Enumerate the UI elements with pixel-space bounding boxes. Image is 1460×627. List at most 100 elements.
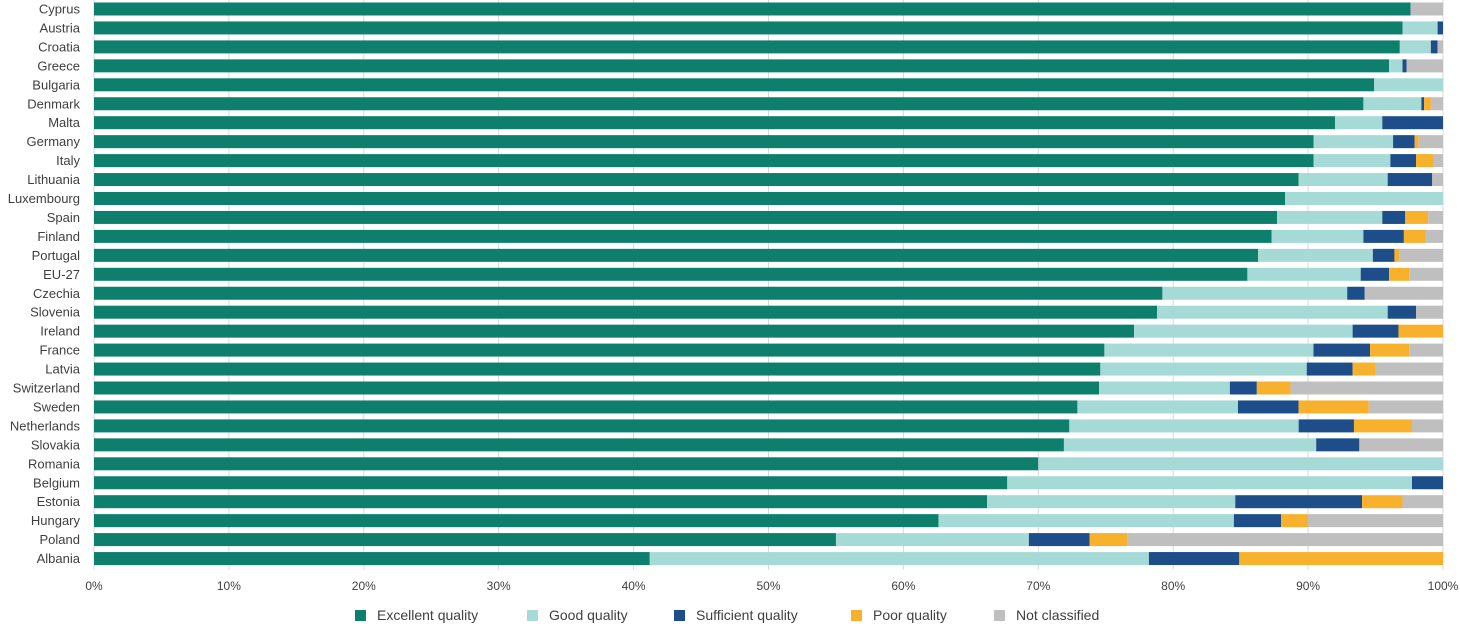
category-label: Switzerland <box>13 381 80 396</box>
bar-segment <box>1308 514 1443 528</box>
bar-segment <box>1430 97 1443 111</box>
bar-segment <box>1416 305 1443 319</box>
bar-segment <box>1235 495 1363 509</box>
bar-segment <box>1363 97 1422 111</box>
bar-segment <box>1063 438 1317 452</box>
bar-segment <box>1433 154 1443 168</box>
bar-segment <box>94 457 1039 471</box>
legend-label: Not classified <box>1016 607 1099 623</box>
bar-segment <box>1402 59 1407 73</box>
bar-segment <box>1277 210 1383 224</box>
grid-layer <box>93 0 1444 570</box>
bar-segment <box>1410 2 1443 16</box>
bar-segment <box>1405 210 1429 224</box>
bar-segment <box>1432 173 1443 187</box>
legend: Excellent quality Good quality Sufficient … <box>355 607 1099 623</box>
bar-segment <box>94 116 1336 130</box>
bar-segment <box>1233 514 1282 528</box>
legend-label: Good quality <box>549 607 628 623</box>
bar-segment <box>1424 97 1431 111</box>
bar-segment <box>1411 419 1443 433</box>
category-label: Slovenia <box>30 305 81 320</box>
category-label: Poland <box>40 532 80 547</box>
legend-label: Excellent quality <box>377 607 478 623</box>
bar-segment <box>94 381 1100 395</box>
bar-segment <box>1363 229 1404 243</box>
bar-segment <box>1389 59 1403 73</box>
legend-label: Sufficient quality <box>696 607 798 623</box>
bar-segment <box>835 533 1029 547</box>
bar-segment <box>1409 343 1443 357</box>
bar-segment <box>94 210 1278 224</box>
bar-segment <box>1406 59 1443 73</box>
category-label: Austria <box>40 20 81 35</box>
bar-segment <box>94 305 1158 319</box>
bar-segment <box>1298 173 1388 187</box>
bar-segment <box>94 400 1078 414</box>
bar-segment <box>1370 343 1410 357</box>
category-label: Lithuania <box>27 172 81 187</box>
bar-segment <box>1256 381 1291 395</box>
bar-segment <box>1374 78 1443 92</box>
legend-swatch <box>994 610 1005 621</box>
bar-segment <box>1038 457 1443 471</box>
bar-segment <box>1409 267 1443 281</box>
bar-segment <box>1398 324 1443 338</box>
bar-segment <box>1414 135 1419 149</box>
bar-segment <box>1281 514 1309 528</box>
bar-segment <box>987 495 1236 509</box>
category-label: Bulgaria <box>32 77 80 92</box>
legend-label: Poor quality <box>873 607 947 623</box>
category-label: Romania <box>28 456 81 471</box>
bar-segment <box>1364 286 1443 300</box>
category-label: Estonia <box>37 494 81 509</box>
bar-segment <box>94 173 1299 187</box>
bar-segment <box>1306 362 1353 376</box>
bar-segment <box>1359 438 1443 452</box>
bar-segment <box>94 59 1390 73</box>
bar-segment <box>1399 40 1431 54</box>
bar-segment <box>1411 476 1443 490</box>
bar-segment <box>1403 229 1426 243</box>
bar-segment <box>1007 476 1412 490</box>
bar-segment <box>1430 40 1438 54</box>
bar-segment <box>94 533 836 547</box>
bar-segment <box>1394 248 1400 262</box>
category-label: Ireland <box>40 324 80 339</box>
bar-segment <box>94 514 939 528</box>
bar-segment <box>1229 381 1257 395</box>
bar-segment <box>1290 381 1443 395</box>
bar-segment <box>1237 400 1299 414</box>
legend-swatch <box>674 610 685 621</box>
bar-segment <box>1382 210 1406 224</box>
bar-segment <box>94 97 1364 111</box>
category-label: Finland <box>37 229 80 244</box>
bar-segment <box>1028 533 1090 547</box>
category-label: Croatia <box>38 39 81 54</box>
category-label: Germany <box>27 134 81 149</box>
category-label: Latvia <box>45 362 80 377</box>
bar-segment <box>1271 229 1364 243</box>
bar-segment <box>94 21 1403 35</box>
bar-segment <box>1437 40 1443 54</box>
category-label: EU-27 <box>43 267 80 282</box>
bar-segment <box>1387 305 1417 319</box>
bar-segment <box>1437 21 1443 35</box>
bar-segment <box>938 514 1234 528</box>
bar-segment <box>1375 362 1443 376</box>
bar-segment <box>1157 305 1388 319</box>
bar-segment <box>1416 154 1434 168</box>
bar-segment <box>1335 116 1383 130</box>
bar-segment <box>1372 248 1395 262</box>
bar-segment <box>1418 135 1443 149</box>
category-label: Sweden <box>33 399 80 414</box>
bar-segment <box>1352 324 1399 338</box>
bar-segment <box>94 286 1163 300</box>
bar-segment <box>1162 286 1348 300</box>
x-tick-label: 60% <box>891 579 915 593</box>
bar-segment <box>1148 552 1240 566</box>
bar-segment <box>94 229 1272 243</box>
bar-segment <box>1399 248 1443 262</box>
bar-segment <box>649 552 1149 566</box>
